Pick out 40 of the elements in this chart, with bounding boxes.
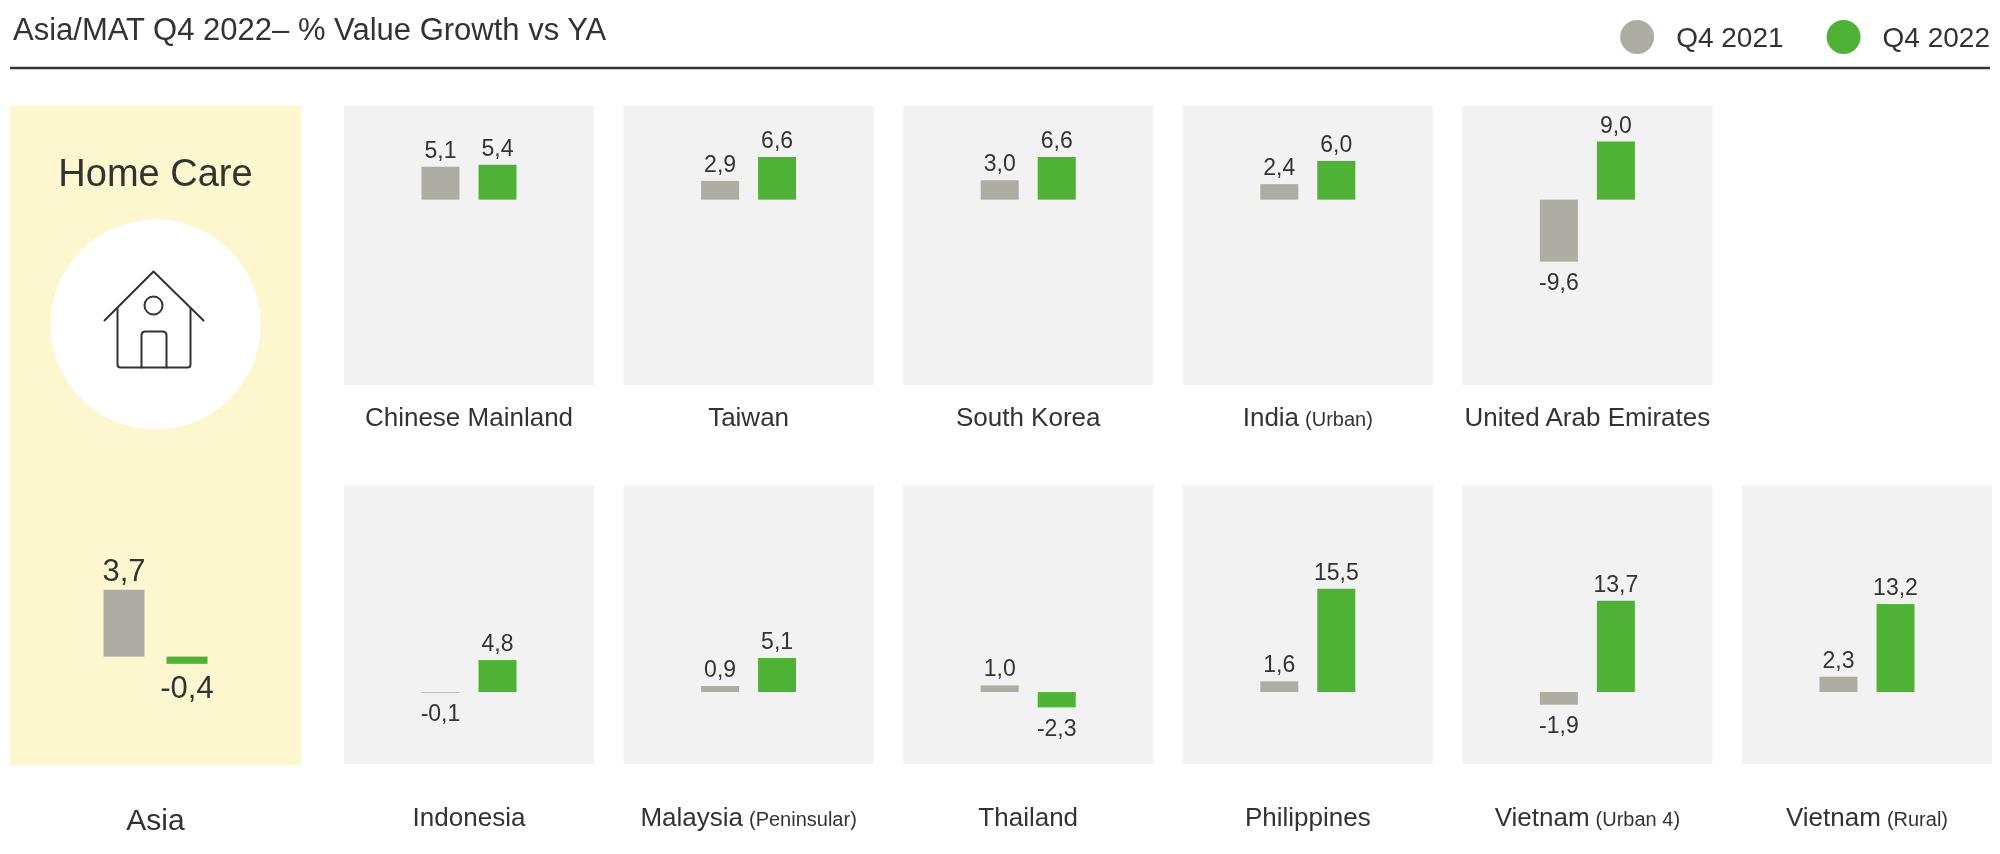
x-tick-label: India (Urban) (1242, 402, 1373, 432)
data-label: -9,6 (1539, 269, 1579, 296)
data-label: 13,2 (1873, 574, 1918, 601)
data-label: -0,1 (420, 700, 461, 727)
data-label: 4,8 (481, 630, 514, 657)
x-tick-label: Malaysia (Peninsular) (640, 802, 857, 832)
x-tick-label: Chinese Mainland (364, 402, 574, 432)
data-label: 5,1 (424, 136, 457, 163)
data-label: 6,0 (1320, 130, 1353, 157)
data-label: 5,4 (481, 134, 514, 161)
data-label: 9,0 (1599, 111, 1632, 138)
data-label: 1,0 (983, 655, 1016, 682)
annotation: Home Care (58, 151, 253, 194)
x-tick-label: Vietnam (Rural) (1785, 802, 1949, 832)
x-tick-label: United Arab Emirates (1464, 402, 1711, 432)
data-label: 13,7 (1593, 570, 1639, 597)
data-label: 6,6 (761, 127, 794, 154)
data-label: 2,9 (704, 150, 737, 177)
x-tick-label: Taiwan (708, 402, 790, 432)
x-tick-label: Thailand (978, 802, 1079, 832)
legend-label: Q4 2022 (1882, 22, 1990, 53)
data-label: -1,9 (1539, 712, 1579, 739)
data-label: -2,3 (1036, 714, 1077, 741)
chart-title: Asia/MAT Q4 2022– % Value Growth vs YA (13, 12, 607, 47)
x-tick-label: Indonesia (412, 802, 526, 832)
data-label: 2,3 (1822, 646, 1855, 673)
x-tick-label: Philippines (1244, 802, 1371, 832)
data-label: -0,4 (160, 670, 214, 706)
x-tick-label: Vietnam (Urban 4) (1494, 802, 1681, 832)
data-label: 5,1 (761, 628, 794, 655)
data-label: 0,9 (704, 656, 737, 683)
data-label: 2,4 (1263, 154, 1296, 181)
data-label: 15,5 (1313, 558, 1359, 585)
x-tick-label: Asia (126, 803, 185, 836)
data-label: 6,6 (1040, 127, 1073, 154)
data-label: 1,6 (1263, 651, 1296, 678)
data-label: 3,0 (983, 150, 1016, 177)
x-tick-label: South Korea (955, 402, 1102, 432)
legend-label: Q4 2021 (1676, 22, 1784, 53)
data-label: 3,7 (102, 552, 146, 588)
